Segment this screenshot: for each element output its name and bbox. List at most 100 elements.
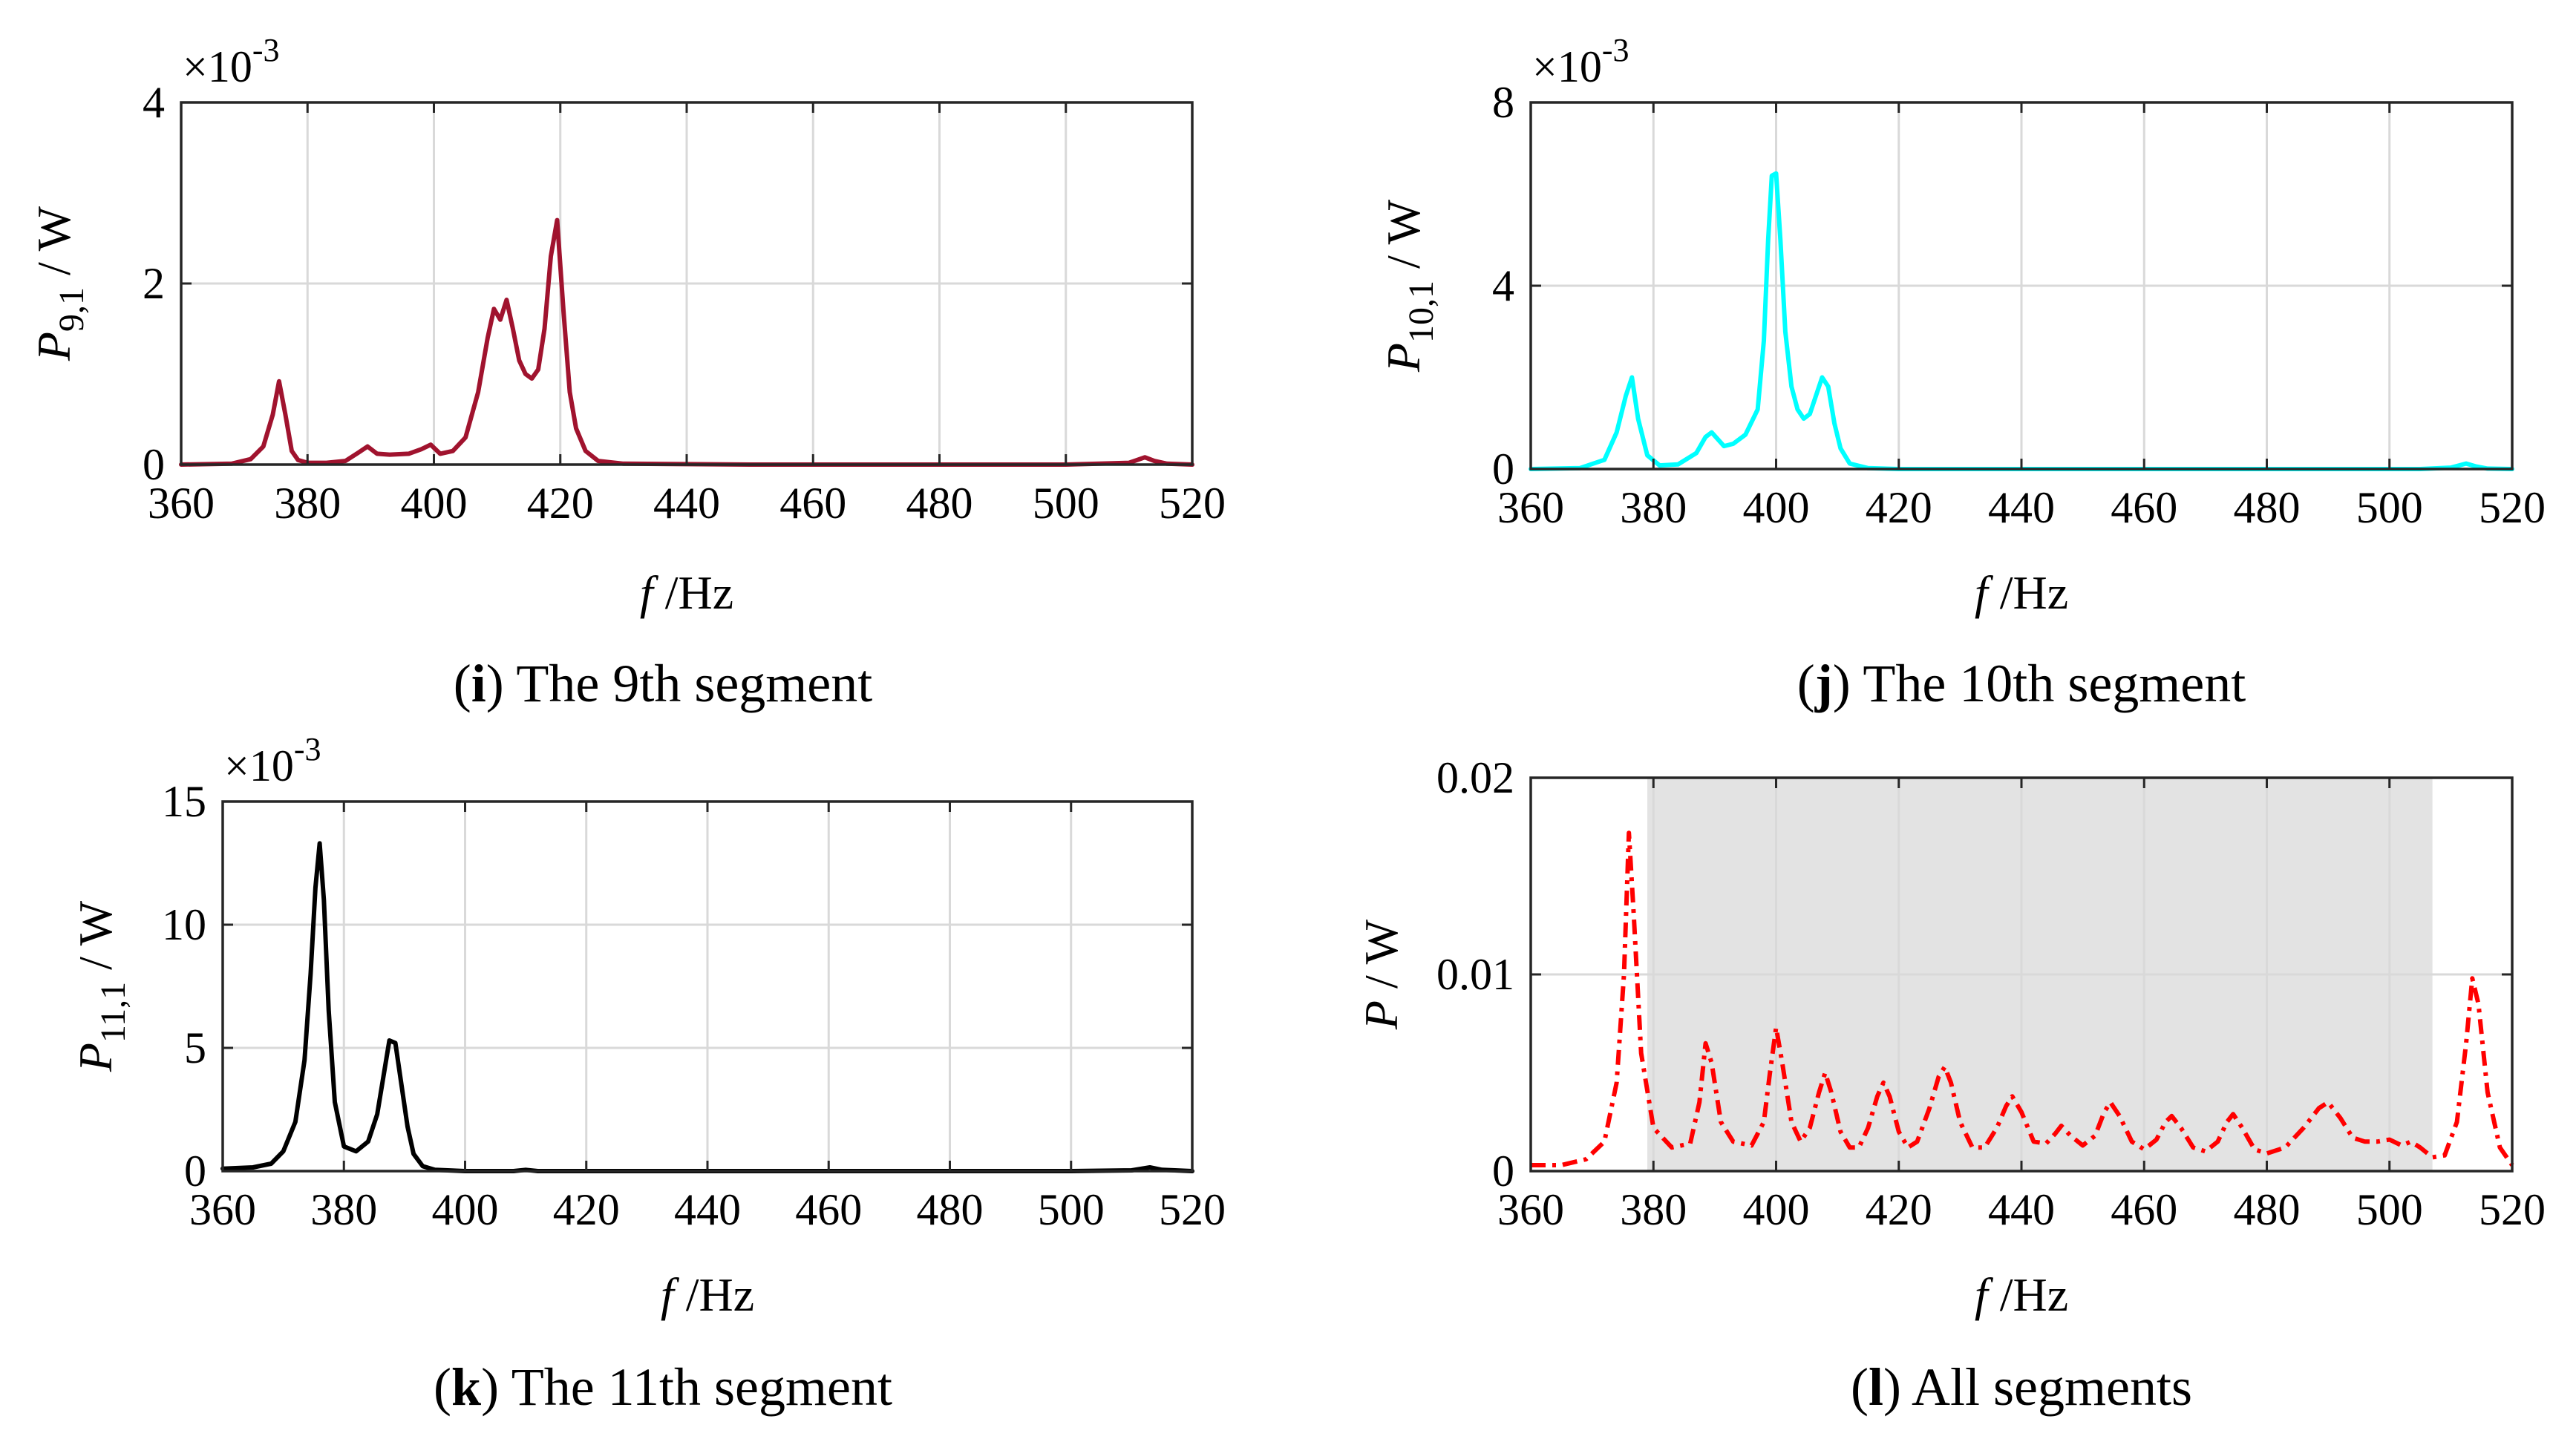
y-label-unit: / W	[1355, 919, 1408, 1000]
x-tick-label: 480	[2234, 1185, 2301, 1234]
x-tick-label: 520	[1159, 479, 1226, 528]
panel-k: 360 380 400 420 440 460 480 500 520 0 5 10 15 ×10-3 P1…	[69, 731, 1226, 1417]
x-tick-label: 360	[1497, 483, 1564, 532]
x-tick-label: 500	[1038, 1185, 1105, 1234]
caption-paren-open: (	[434, 1357, 451, 1417]
y-tick-label: 0.01	[1436, 950, 1514, 999]
caption-paren-close: )	[1833, 654, 1851, 713]
x-tick-label: 440	[1988, 1185, 2055, 1234]
x-tick-label: 400	[401, 479, 468, 528]
x-tick-label: 420	[1866, 483, 1932, 532]
y-tick-label: 2	[143, 259, 165, 308]
y-label-subscript: 10,1	[1402, 281, 1441, 343]
x-axis-label: f /Hz	[640, 566, 733, 619]
series-line	[1531, 830, 2514, 1167]
x-tick-label: 520	[2479, 483, 2546, 532]
x-label-unit: /Hz	[1988, 1268, 2068, 1321]
y-label-symbol: P	[1355, 1000, 1408, 1030]
axis-multiplier: ×10-3	[183, 32, 280, 91]
caption-text: The 10th segment	[1851, 654, 2246, 713]
caption-text: The 9th segment	[504, 654, 873, 713]
multiplier-base: ×10	[183, 42, 252, 91]
x-axis-label: f /Hz	[661, 1268, 754, 1321]
multiplier-exponent: -3	[1602, 32, 1629, 68]
x-label-unit: /Hz	[653, 566, 733, 619]
x-tick-label: 400	[1743, 483, 1810, 532]
x-tick-label: 360	[189, 1185, 256, 1234]
x-tick-label: 500	[2356, 1185, 2423, 1234]
panel-l: 360 380 400 420 440 460 480 500 520 0 0.01 0.02 P / …	[1355, 753, 2546, 1417]
panel-i: 360 380 400 420 440 460 480 500 520 0 2 4 ×10-3 P9,1 …	[27, 32, 1226, 713]
caption-text: All segments	[1901, 1357, 2192, 1417]
x-tick-label: 440	[674, 1185, 741, 1234]
y-tick-label: 0	[143, 440, 165, 489]
y-tick-label: 4	[143, 78, 165, 127]
panel-caption: (k) The 11th segment	[434, 1357, 892, 1417]
x-tick-label: 400	[1743, 1185, 1810, 1234]
multiplier-base: ×10	[224, 741, 294, 790]
panel-caption: (j) The 10th segment	[1797, 654, 2246, 713]
x-tick-label: 360	[1497, 1185, 1564, 1234]
x-tick-label: 360	[148, 479, 215, 528]
y-label-unit: / W	[1377, 199, 1430, 281]
x-tick-label: 480	[906, 479, 973, 528]
x-label-unit: /Hz	[1988, 566, 2068, 619]
y-axis-label: P / W	[1355, 919, 1408, 1030]
x-tick-label: 500	[1033, 479, 1099, 528]
x-tick-label: 460	[2111, 483, 2177, 532]
y-axis-label: P11,1 / W	[69, 900, 133, 1072]
caption-letter: k	[451, 1357, 481, 1417]
y-tick-label: 10	[162, 900, 206, 949]
x-tick-label: 420	[553, 1185, 620, 1234]
x-tick-label: 380	[1620, 483, 1687, 532]
y-tick-label: 0	[1492, 1147, 1514, 1196]
panel-caption: (i) The 9th segment	[454, 654, 873, 713]
y-tick-label: 8	[1492, 78, 1514, 127]
x-tick-label: 440	[653, 479, 720, 528]
y-label-symbol: P	[1377, 343, 1430, 373]
axis-multiplier: ×10-3	[224, 731, 321, 790]
caption-letter: j	[1814, 654, 1833, 713]
caption-paren-close: )	[486, 654, 504, 713]
y-tick-label: 5	[184, 1023, 206, 1072]
x-tick-label: 520	[2479, 1185, 2546, 1234]
caption-text: The 11th segment	[499, 1357, 892, 1417]
y-axis-label: P10,1 / W	[1377, 199, 1441, 373]
x-tick-label: 440	[1988, 483, 2055, 532]
caption-letter: l	[1869, 1357, 1883, 1417]
x-tick-label: 420	[527, 479, 594, 528]
y-axis-label: P9,1 / W	[27, 206, 91, 361]
x-tick-label: 380	[274, 479, 341, 528]
x-tick-label: 480	[2234, 483, 2301, 532]
caption-paren-open: (	[454, 654, 471, 713]
caption-letter: i	[471, 654, 486, 713]
caption-paren-open: (	[1851, 1357, 1869, 1417]
panel-j: 360 380 400 420 440 460 480 500 520 0 4 8 ×10-3 P10,1…	[1377, 32, 2546, 713]
x-tick-label: 400	[432, 1185, 499, 1234]
multiplier-exponent: -3	[294, 731, 321, 767]
y-tick-label: 15	[162, 777, 206, 826]
caption-paren-close: )	[1883, 1357, 1901, 1417]
x-tick-label: 460	[795, 1185, 862, 1234]
multiplier-base: ×10	[1532, 42, 1602, 91]
multiplier-exponent: -3	[252, 32, 280, 68]
caption-paren-close: )	[481, 1357, 499, 1417]
y-tick-label: 0	[1492, 445, 1514, 494]
x-tick-label: 380	[310, 1185, 377, 1234]
x-axis-label: f /Hz	[1975, 566, 2068, 619]
panel-caption: (l) All segments	[1851, 1357, 2192, 1417]
y-label-unit: / W	[69, 900, 122, 982]
y-tick-label: 4	[1492, 261, 1514, 310]
x-tick-label: 380	[1620, 1185, 1687, 1234]
y-tick-label: 0	[184, 1147, 206, 1196]
x-tick-label: 500	[2356, 483, 2423, 532]
x-tick-label: 460	[779, 479, 846, 528]
y-label-symbol: P	[27, 332, 80, 361]
x-label-unit: /Hz	[674, 1268, 754, 1321]
y-tick-label: 0.02	[1436, 753, 1514, 802]
axis-multiplier: ×10-3	[1532, 32, 1629, 91]
y-label-unit: / W	[27, 206, 80, 287]
x-tick-label: 420	[1866, 1185, 1932, 1234]
y-label-subscript: 11,1	[94, 982, 133, 1043]
